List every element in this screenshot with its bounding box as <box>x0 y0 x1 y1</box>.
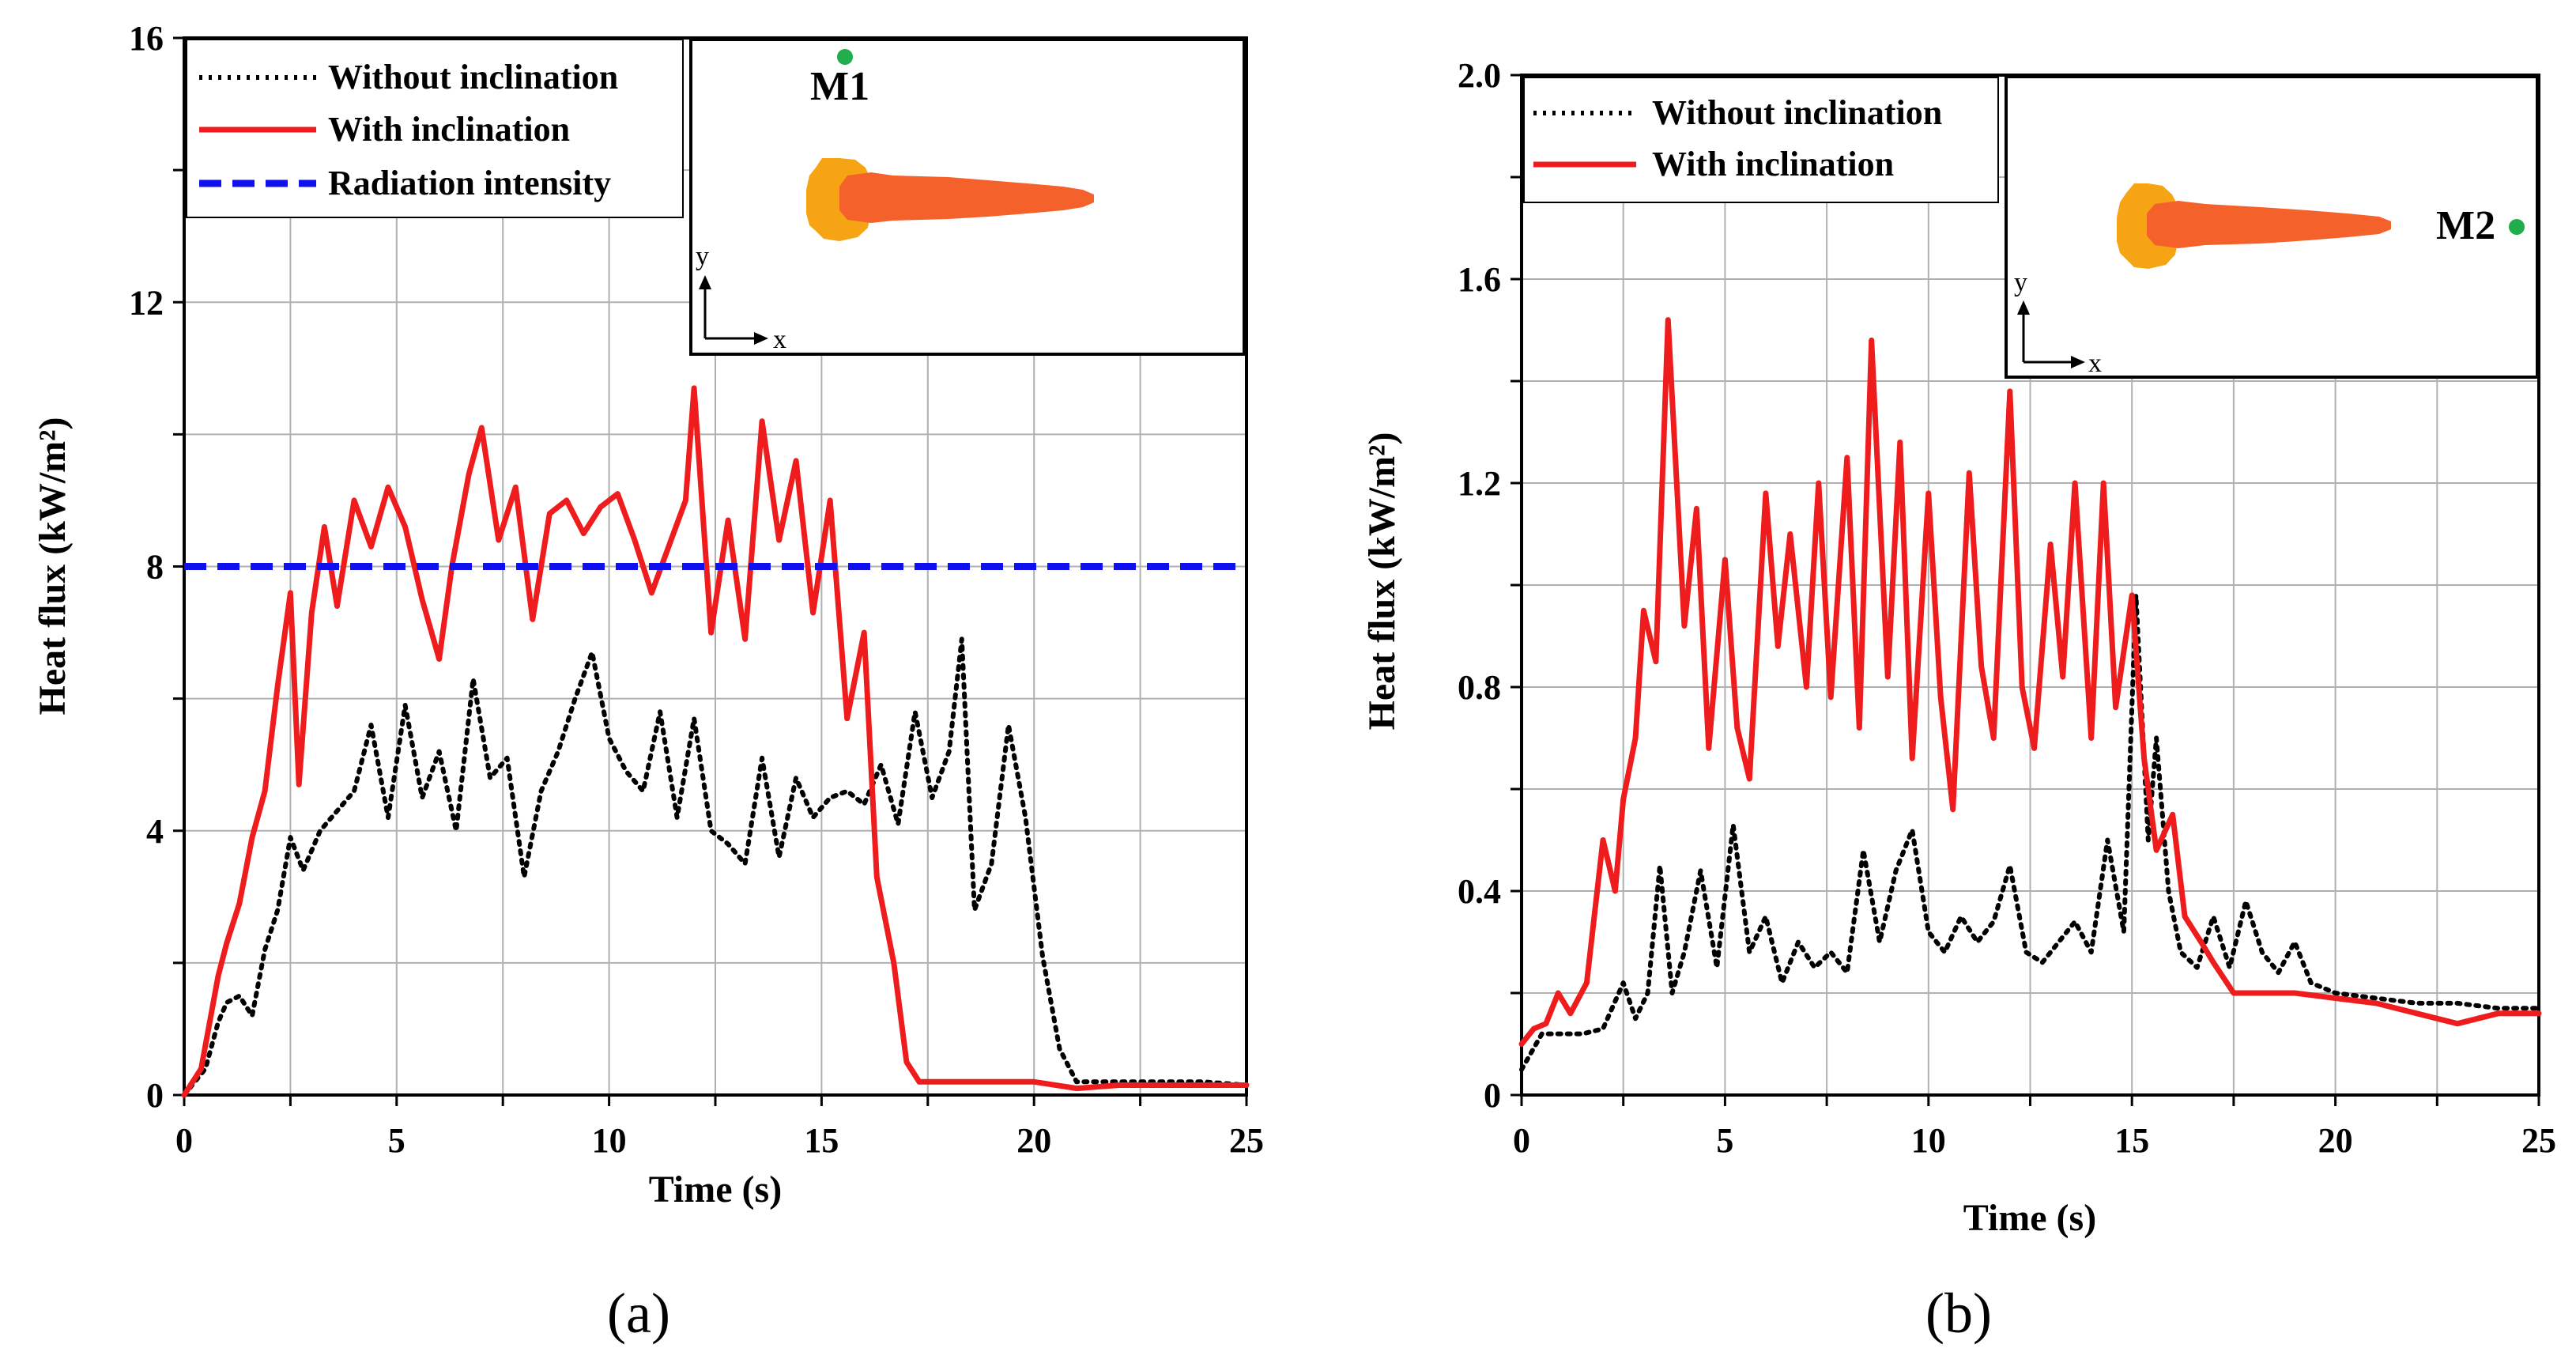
panel-a-label: (a) <box>607 1282 670 1345</box>
panel-a-series-with-inclination <box>181 385 1250 1098</box>
panel-b-chart: 0 5 10 15 20 25 0 0.4 0.8 1.2 1.6 2.0 Time (s) Heat… <box>1361 56 2556 1345</box>
panel-a-legend-label-with: With inclination <box>328 110 570 149</box>
panel-a-inset-point-label: M1 <box>810 64 869 109</box>
panel-a-legend-label-without: Without inclination <box>328 58 618 96</box>
panel-b-legend-label-with: With inclination <box>1652 145 1894 183</box>
panel-a-chart: 0 5 10 15 20 25 0 4 8 12 16 Time (s) Heat flux (kW… <box>32 19 1264 1345</box>
panel-b-inset-y-axis-label: y <box>2014 268 2027 297</box>
panel-a-inset-axes-icon: y x <box>696 242 786 354</box>
panel-b-ytick-label: 1.6 <box>1458 260 1501 299</box>
panel-b-series-without-inclination <box>1519 592 2541 1072</box>
panel-a-ytick-label: 4 <box>146 812 164 851</box>
panel-b-xtick-label: 10 <box>1911 1121 1946 1160</box>
panel-a-ytick-label: 16 <box>129 19 164 58</box>
panel-a-ytick-label: 12 <box>129 283 164 322</box>
panel-a-xtick-label: 5 <box>388 1121 405 1160</box>
panel-b-inset-x-axis-label: x <box>2088 349 2102 378</box>
panel-a-legend: Without inclination With inclination Rad… <box>186 39 684 218</box>
panel-a-inset-y-axis-label: y <box>696 242 709 271</box>
panel-b-ytick-label: 1.2 <box>1458 464 1501 503</box>
panel-a-inset-measure-point <box>837 49 853 65</box>
panel-a-inset-x-axis-label: x <box>773 325 786 354</box>
panel-b-xtick-label: 20 <box>2318 1121 2353 1160</box>
panel-a-inset: M1 y x <box>689 38 1246 356</box>
panel-b-ytick-label: 2.0 <box>1458 56 1501 95</box>
panel-b-inset-flame <box>2117 183 2391 269</box>
panel-b-xtick-label: 15 <box>2114 1121 2149 1160</box>
panel-a-xtick-label: 10 <box>592 1121 627 1160</box>
panel-a-ytick-label: 8 <box>146 548 164 587</box>
panel-b-label: (b) <box>1925 1282 1992 1345</box>
panel-b-series-with-inclination <box>1518 317 2542 1047</box>
panel-b-legend-label-without: Without inclination <box>1652 93 1942 132</box>
panel-a-series <box>181 385 1250 1098</box>
panel-b-legend-box <box>1523 77 1999 203</box>
panel-b-xtick-label: 5 <box>1716 1121 1733 1160</box>
panel-b-inset: M2 y x <box>2005 75 2539 379</box>
panel-a-xtick-label: 0 <box>175 1121 193 1160</box>
panel-b-ytick-label: 0 <box>1484 1076 1501 1115</box>
panel-b-xlabel: Time (s) <box>1963 1197 2096 1239</box>
panel-a-xtick-label: 25 <box>1229 1121 1264 1160</box>
panel-a-xlabel: Time (s) <box>649 1169 782 1210</box>
panel-a-ytick-label: 0 <box>146 1076 164 1115</box>
panel-a-series-without-inclination <box>182 636 1249 1097</box>
panel-b-inset-axes-icon: y x <box>2014 268 2102 378</box>
panel-b-xtick-label: 25 <box>2521 1121 2556 1160</box>
panel-b-inset-measure-point <box>2509 219 2525 235</box>
panel-b-ytick-label: 0.8 <box>1458 668 1501 707</box>
panel-a-ylabel: Heat flux (kW/m²) <box>32 417 74 715</box>
panel-a-xtick-label: 15 <box>804 1121 839 1160</box>
panel-b-ytick-label: 0.4 <box>1458 872 1501 911</box>
panel-b-legend: Without inclination With inclination <box>1523 77 1999 203</box>
panel-a-legend-label-radiation: Radiation intensity <box>328 164 611 202</box>
panel-b-ticks: 0 5 10 15 20 25 0 0.4 0.8 1.2 1.6 2.0 <box>1458 56 2556 1160</box>
panel-a-xtick-label: 20 <box>1016 1121 1051 1160</box>
panel-b-ylabel: Heat flux (kW/m²) <box>1361 432 1403 730</box>
panel-a-inset-flame <box>806 158 1094 241</box>
panel-b-series <box>1518 317 2542 1072</box>
panel-b-xtick-label: 0 <box>1513 1121 1530 1160</box>
panel-a-ticks: 0 5 10 15 20 25 0 4 8 12 16 <box>129 19 1264 1160</box>
panel-b-inset-point-label: M2 <box>2436 203 2495 248</box>
